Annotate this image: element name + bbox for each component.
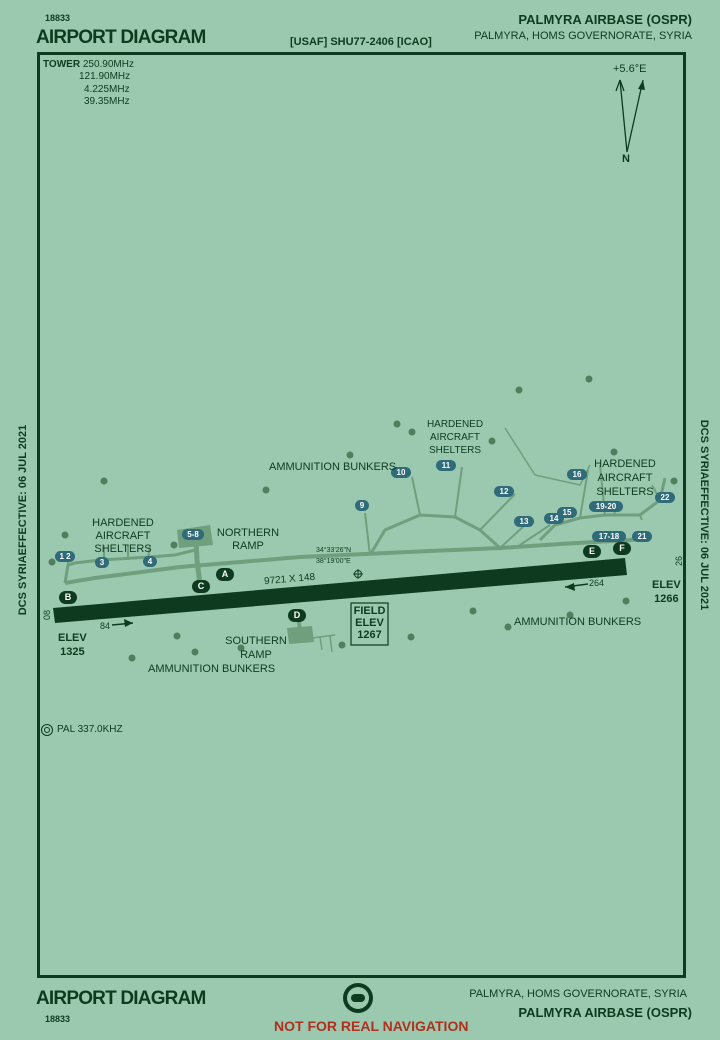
label-ammunition-bunkers-southeast: AMMUNITION BUNKERS (514, 616, 642, 628)
taxiway-b-label: B (59, 591, 77, 604)
runway (53, 558, 627, 623)
airport-name: PALMYRA AIRBASE (OSPR) (518, 12, 692, 27)
north-arrow (615, 79, 645, 153)
north-shelter-stubs (364, 466, 551, 556)
navigation-warning: NOT FOR REAL NAVIGATION (274, 1018, 469, 1034)
arp-coordinates: 34°33'26"N 38°19'00"E (316, 547, 352, 565)
north-shelter-taxiway (368, 513, 502, 556)
label-hardened-shelters-east: HARDENED AIRCRAFT SHELTERS (594, 458, 656, 498)
east-heading-arrowhead (565, 583, 575, 591)
label-hardened-shelters-north: HARDENED AIRCRAFT SHELTERS (426, 419, 484, 456)
taxiway-c (193, 539, 203, 586)
runway-end-08: 08 (42, 609, 53, 621)
tower-frequency-2: 121.90MHz (79, 71, 131, 82)
footer-airport-name: PALMYRA AIRBASE (OSPR) (518, 1005, 692, 1020)
navaid-label: PAL 337.0KHZ (57, 724, 123, 735)
runway-heading-east: 264 (589, 578, 605, 588)
parking-badge-11: 11 (436, 460, 456, 471)
frequency-block: TOWER 250.90MHz (43, 59, 134, 71)
bunker-markers (48, 375, 678, 662)
parking-badge-21: 21 (632, 531, 652, 542)
ndb-icon-inner (44, 727, 50, 733)
tower-frequency-4: 39.35MHz (84, 96, 130, 107)
north-arrow-lines (619, 79, 644, 153)
magnetic-north-tip (638, 80, 645, 90)
label-ammunition-bunkers-southwest: AMMUNITION BUNKERS (148, 663, 276, 675)
parking-badge-5-8: 5-8 (182, 529, 204, 540)
east-elevation: ELEV 1266 (652, 579, 681, 605)
page-title: AIRPORT DIAGRAM (36, 27, 206, 48)
tower-frequency-3: 4.225MHz (84, 84, 130, 95)
parking-badge-19-20: 19-20 (589, 501, 623, 512)
taxiway-c-label: C (192, 580, 210, 593)
footer-chart-number: 18833 (45, 1014, 71, 1024)
north-label: N (622, 153, 630, 165)
southern-ramp-stubs (311, 634, 336, 653)
taxiway-a-label: A (216, 568, 234, 581)
taxiway-d-label: D (288, 609, 306, 622)
taxiway-f-label: F (613, 542, 631, 555)
label-northern-ramp: NORTHERN RAMP (216, 527, 280, 552)
parking-badge-12: 12 (494, 486, 514, 497)
agency-logo (343, 983, 373, 1013)
footer-location: PALMYRA, HOMS GOVERNORATE, SYRIA (469, 988, 687, 1000)
west-heading-arrowhead (124, 619, 133, 627)
field-elevation: FIELD ELEV 1267 (353, 605, 386, 641)
runway-end-26: 26 (674, 555, 685, 567)
taxiway-e-label: E (583, 545, 601, 558)
runway-heading-west: 84 (100, 621, 111, 631)
label-southern-ramp: SOUTHERN RAMP (225, 635, 287, 661)
parking-badge-13: 13 (514, 516, 534, 527)
tower-frequency-1: 250.90MHz (82, 59, 134, 70)
arp-crosshair-lines (353, 569, 363, 579)
airport-location: PALMYRA, HOMS GOVERNORATE, SYRIA (474, 30, 692, 42)
field-elev-box (350, 602, 389, 646)
label-hardened-shelters-west: HARDENED AIRCRAFT SHELTERS (92, 517, 154, 555)
tower-label: TOWER (43, 59, 81, 70)
parking-badge-10: 10 (391, 467, 411, 478)
chart-number: 18833 (45, 13, 71, 23)
parking-badge-16: 16 (567, 469, 587, 480)
magnetic-variation: +5.6°E (613, 63, 647, 75)
ndb-icon (41, 724, 53, 736)
chart-reference: [USAF] SHU77-2406 [ICAO] (290, 36, 432, 48)
parking-badge-9: 9 (355, 500, 369, 511)
parking-badge-17-18: 17-18 (592, 531, 626, 542)
diagram-frame (37, 52, 686, 978)
label-ammunition-bunkers-north: AMMUNITION BUNKERS (269, 461, 397, 473)
parking-badge-14: 14 (544, 513, 564, 524)
true-north-tip (615, 79, 625, 92)
parking-badge-3: 3 (95, 557, 109, 568)
parking-badge-4: 4 (143, 556, 157, 567)
southern-ramp (287, 626, 314, 644)
parking-badge-15: 15 (557, 507, 577, 518)
agency-logo-inner (347, 987, 369, 1009)
parking-badge-1-2: 1 2 (55, 551, 75, 562)
footer-title: AIRPORT DIAGRAM (36, 988, 206, 1009)
agency-logo-mark (351, 994, 365, 1002)
parking-badge-22: 22 (655, 492, 675, 503)
west-elevation: ELEV 1325 (58, 632, 87, 658)
